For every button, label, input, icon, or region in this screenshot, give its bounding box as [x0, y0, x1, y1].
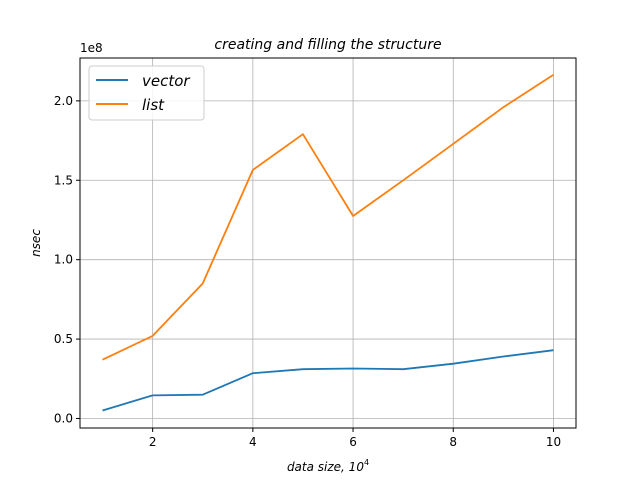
- series-lines: [102, 73, 554, 412]
- chart-title: creating and filling the structure: [214, 37, 441, 53]
- y-tick-label: 2.0: [54, 94, 73, 108]
- x-tick-label: 2: [149, 435, 157, 449]
- y-tick-label: 1.5: [54, 173, 73, 187]
- x-axis-label-main: data size, 10: [287, 460, 364, 474]
- axis-ticks: 2 4 6 8 10 0.0 0.5 1.0 1.5 2.0: [54, 94, 561, 449]
- x-tick-label: 4: [249, 435, 257, 449]
- legend: vector list: [88, 65, 205, 121]
- y-axis-label: nsec: [29, 229, 43, 257]
- x-tick-label: 6: [349, 435, 357, 449]
- x-axis-label: data size, 104: [287, 458, 369, 474]
- legend-label-list: list: [142, 96, 165, 114]
- x-axis-label-exponent: 4: [364, 458, 369, 467]
- x-tick-label: 10: [546, 435, 561, 449]
- y-offset-label: 1e8: [80, 41, 103, 55]
- y-tick-label: 0.5: [54, 332, 73, 346]
- grid: [80, 58, 576, 428]
- legend-label-vector: vector: [142, 72, 190, 90]
- plot-frame: [79, 57, 577, 429]
- x-tick-label: 8: [449, 435, 457, 449]
- y-tick-label: 0.0: [54, 411, 73, 425]
- series-line-vector: [102, 349, 554, 412]
- y-tick-label: 1.0: [54, 253, 73, 267]
- series-line-list: [102, 73, 554, 361]
